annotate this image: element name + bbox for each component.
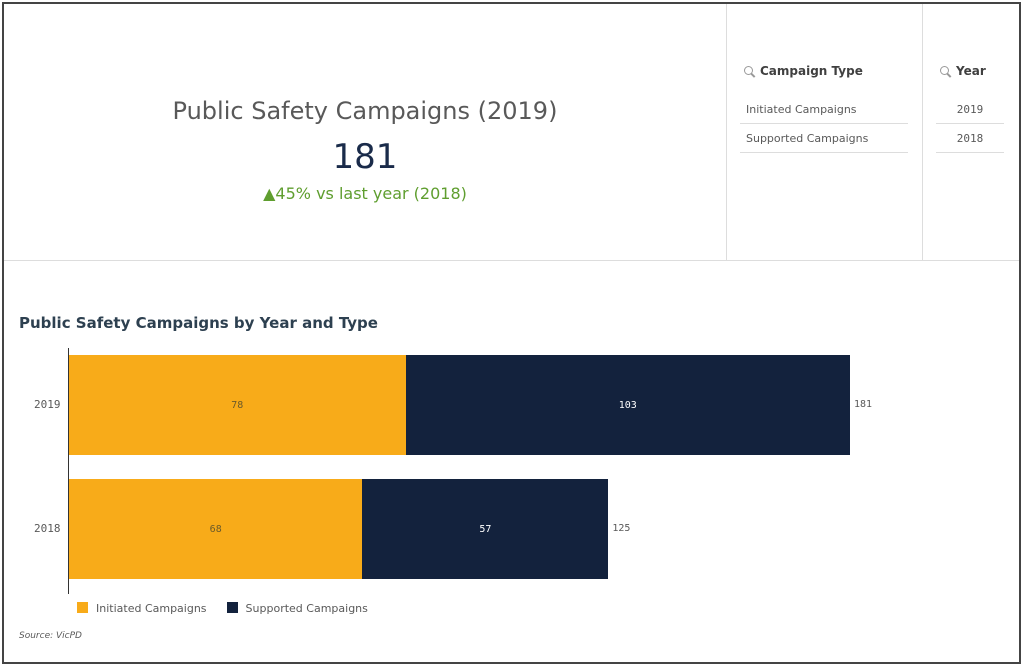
bar-segment[interactable]: 103: [405, 355, 850, 455]
chart-title: Public Safety Campaigns by Year and Type: [19, 314, 378, 332]
legend-swatch: [226, 602, 238, 613]
filter-item[interactable]: Initiated Campaigns: [740, 95, 908, 124]
total-label: 181: [854, 399, 873, 410]
kpi-title: Public Safety Campaigns (2019): [172, 97, 558, 125]
divider: [726, 4, 727, 260]
legend-item[interactable]: Supported Campaigns: [226, 602, 368, 615]
y-tick-label: 2019: [34, 398, 61, 411]
filter-year[interactable]: Year 2019 2018: [936, 62, 1004, 153]
kpi-value: 181: [332, 137, 398, 177]
filter-campaign-type[interactable]: Campaign Type Initiated Campaigns Suppor…: [740, 62, 908, 153]
legend-item[interactable]: Initiated Campaigns: [77, 602, 207, 615]
legend-swatch: [77, 602, 88, 613]
bar-segment[interactable]: 78: [69, 355, 406, 455]
legend-label: Supported Campaigns: [245, 602, 368, 615]
filter-title: Campaign Type: [760, 64, 863, 78]
search-icon[interactable]: [940, 65, 951, 77]
divider: [4, 260, 1019, 261]
legend: Initiated Campaigns Supported Campaigns: [77, 602, 368, 615]
y-tick-label: 2018: [34, 522, 61, 535]
filter-item[interactable]: Supported Campaigns: [740, 124, 908, 153]
filter-item[interactable]: 2019: [936, 95, 1004, 124]
filter-title: Year: [956, 64, 986, 78]
kpi-delta: ▲45% vs last year (2018): [263, 184, 467, 203]
bar-segment[interactable]: 68: [69, 479, 363, 579]
y-axis: [68, 348, 69, 594]
divider: [922, 4, 923, 260]
bar-segment[interactable]: 57: [362, 479, 609, 579]
source-note: Source: VicPD: [19, 631, 82, 641]
kpi-panel: Public Safety Campaigns (2019) 181 ▲45% …: [4, 4, 726, 260]
total-label: 125: [612, 523, 631, 534]
search-icon[interactable]: [744, 65, 755, 77]
filter-item[interactable]: 2018: [936, 124, 1004, 153]
legend-label: Initiated Campaigns: [96, 602, 207, 615]
